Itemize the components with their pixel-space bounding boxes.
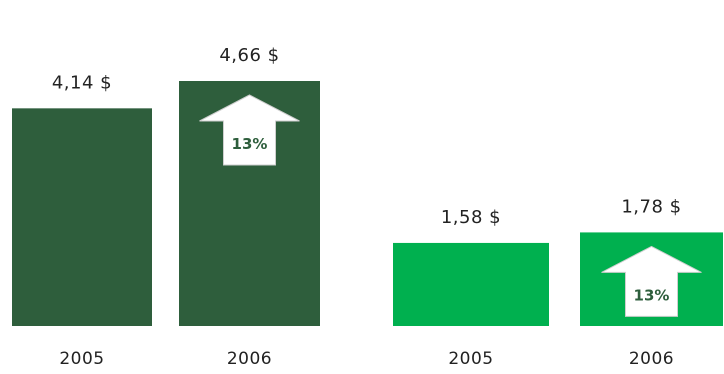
category-label-2-2005: 2005 — [448, 349, 493, 369]
growth-arrow-icon-1 — [199, 94, 300, 166]
growth-arrow-icon-2 — [601, 245, 702, 317]
value-label-1-2006: 4,66 $ — [219, 45, 279, 66]
bar-1-2005 — [12, 108, 152, 327]
growth-label-1: 13% — [232, 135, 268, 153]
category-label-2-2006: 2006 — [629, 349, 674, 369]
bar-2-2005 — [393, 242, 549, 326]
category-label-1-2006: 2006 — [227, 349, 272, 369]
value-label-1-2005: 4,14 $ — [52, 72, 112, 93]
value-label-2-2006: 1,78 $ — [621, 196, 681, 217]
category-label-1-2005: 2005 — [59, 349, 104, 369]
growth-label-2: 13% — [634, 286, 670, 304]
value-label-2-2005: 1,58 $ — [441, 207, 501, 228]
